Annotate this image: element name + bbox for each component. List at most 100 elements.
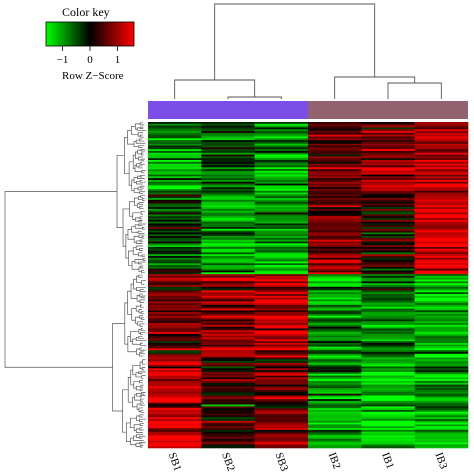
heatmap-cell	[308, 355, 362, 358]
row-dendrogram-link	[141, 295, 146, 299]
heatmap-cell	[201, 295, 255, 298]
heatmap-cell	[254, 134, 309, 137]
heatmap-cell	[201, 435, 255, 438]
row-dendrogram-link	[133, 235, 139, 243]
heatmap-cell	[414, 415, 469, 418]
heatmap-cell	[254, 194, 309, 197]
row-dendrogram-link	[139, 191, 146, 194]
heatmap-cell	[308, 375, 362, 378]
heatmap-cell	[361, 243, 415, 246]
heatmap-cell	[148, 174, 202, 177]
heatmap-cell	[361, 388, 415, 391]
heatmap-cell	[308, 131, 362, 134]
column-label: IB2	[326, 451, 343, 471]
heatmap-cell	[361, 214, 415, 217]
heatmap-cell	[148, 384, 202, 387]
heatmap-cell	[254, 178, 309, 181]
heatmap-cell	[201, 312, 255, 315]
heatmap-cell	[254, 386, 309, 389]
row-dendrogram-link	[137, 156, 143, 161]
heatmap-cell	[148, 337, 202, 340]
row-dendrogram-link	[138, 145, 145, 148]
heatmap-cell	[201, 149, 255, 152]
heatmap-cell	[254, 419, 309, 422]
heatmap-cell	[148, 158, 202, 161]
heatmap-cell	[148, 294, 202, 297]
heatmap-cell	[414, 237, 469, 241]
heatmap-cell	[148, 187, 202, 190]
heatmap-cell	[201, 268, 255, 271]
heatmap-cell	[308, 261, 362, 264]
heatmap-cell	[148, 420, 202, 423]
heatmap-cell	[308, 275, 362, 279]
row-dendrogram-link	[135, 240, 143, 244]
row-dendrogram-link	[125, 233, 129, 259]
row-dendrogram-link	[142, 227, 145, 230]
heatmap-cell	[254, 132, 309, 135]
heatmap-cell	[254, 294, 309, 297]
heatmap-cell	[361, 350, 415, 353]
heatmap-cell	[148, 132, 202, 135]
heatmap-cell	[308, 201, 362, 204]
heatmap-cell	[254, 185, 309, 188]
heatmap-cell	[148, 169, 202, 172]
heatmap-cell	[308, 223, 362, 226]
heatmap-cell	[148, 221, 202, 224]
heatmap-cell	[201, 382, 255, 385]
row-dendrogram-link	[134, 394, 141, 401]
heatmap-cell	[361, 295, 415, 298]
heatmap-cell	[308, 424, 362, 427]
heatmap-cell	[308, 183, 362, 186]
heatmap-cell	[361, 241, 415, 244]
heatmap-cell	[201, 281, 255, 284]
heatmap-cell	[148, 333, 202, 337]
heatmap-cell	[148, 181, 202, 184]
heatmap-cell	[148, 261, 202, 264]
heatmap-cell	[361, 386, 415, 389]
heatmap-cell	[361, 169, 415, 172]
heatmap-cell	[148, 442, 202, 445]
row-dendrogram-link	[136, 127, 146, 131]
heatmap-cell	[254, 154, 309, 157]
heatmap-cell	[148, 192, 202, 195]
heatmap-cell	[361, 384, 415, 387]
heatmap-cell	[308, 160, 362, 163]
heatmap-cell	[361, 397, 415, 400]
heatmap-cell	[308, 339, 362, 342]
heatmap-cell	[148, 437, 202, 440]
heatmap-cell	[148, 225, 202, 228]
heatmap-cell	[308, 440, 362, 443]
heatmap-cell	[254, 234, 309, 237]
heatmap-cell	[148, 125, 202, 128]
heatmap-cell	[361, 246, 415, 250]
row-dendrogram-link	[141, 236, 145, 239]
heatmap-cell	[148, 275, 202, 279]
heatmap-cell	[254, 333, 309, 337]
heatmap-cell	[361, 428, 415, 431]
heatmap-cell	[361, 353, 415, 356]
heatmap-cell	[414, 438, 469, 442]
heatmap-cell	[414, 225, 469, 228]
heatmap-cell	[361, 187, 415, 190]
heatmap-cell	[148, 353, 202, 356]
heatmap-cell	[414, 252, 469, 255]
heatmap-cell	[361, 426, 415, 429]
column-dendrogram-link	[334, 76, 416, 99]
row-dendrogram-link	[141, 367, 146, 371]
heatmap-cell	[414, 196, 469, 199]
row-dendrogram-link	[133, 141, 139, 147]
heatmap-cell	[254, 371, 309, 375]
heatmap-cell	[414, 344, 469, 347]
heatmap-cell	[414, 192, 469, 195]
heatmap-cell	[148, 344, 202, 347]
heatmap-cell	[308, 346, 362, 349]
heatmap-cell	[361, 279, 415, 282]
heatmap-cell	[201, 279, 255, 282]
row-dendrogram-link	[127, 130, 135, 145]
heatmap-cell	[414, 219, 469, 222]
heatmap-cell	[201, 361, 255, 364]
heatmap-cell	[148, 422, 202, 425]
heatmap-cell	[361, 417, 415, 420]
heatmap-cell	[201, 429, 255, 432]
